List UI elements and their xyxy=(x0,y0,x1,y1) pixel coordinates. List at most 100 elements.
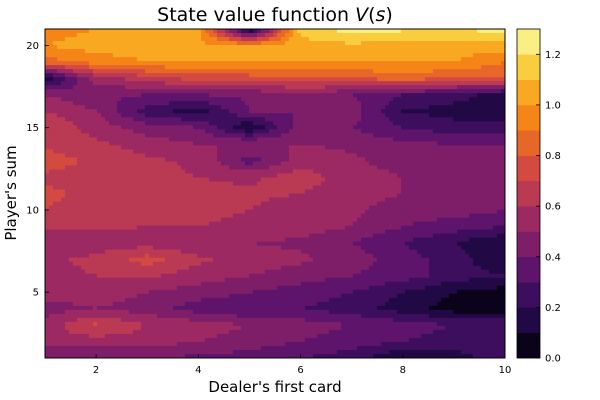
contour-cell xyxy=(457,85,462,90)
contour-cell xyxy=(389,173,394,179)
contour-cell xyxy=(393,181,398,187)
contour-cell xyxy=(249,65,254,70)
contour-cell xyxy=(149,37,154,42)
contour-cell xyxy=(277,149,282,154)
contour-cell xyxy=(381,113,386,118)
contour-cell xyxy=(385,193,390,199)
contour-cell xyxy=(317,45,322,50)
contour-cell xyxy=(49,129,54,134)
contour-cell xyxy=(337,37,342,42)
contour-cell xyxy=(353,169,358,175)
contour-cell xyxy=(265,133,270,138)
contour-cell xyxy=(261,177,266,183)
contour-cell xyxy=(305,129,310,134)
contour-cell xyxy=(441,149,446,154)
contour-cell xyxy=(309,177,314,183)
contour-cell xyxy=(297,169,302,175)
contour-cell xyxy=(137,69,142,74)
contour-cell xyxy=(501,81,505,86)
contour-cell xyxy=(441,97,446,102)
contour-cell xyxy=(485,73,490,78)
contour-cell xyxy=(293,53,298,58)
contour-cell xyxy=(389,73,394,78)
contour-cell xyxy=(289,169,294,175)
contour-cell xyxy=(445,197,450,203)
contour-cell xyxy=(301,141,306,146)
contour-cell xyxy=(413,93,418,98)
contour-cell xyxy=(97,113,102,118)
contour-cell xyxy=(233,53,238,58)
contour-cell xyxy=(325,197,330,203)
contour-cell xyxy=(221,49,226,54)
contour-cell xyxy=(413,81,418,86)
contour-cell xyxy=(117,173,122,179)
contour-cell xyxy=(405,141,410,146)
contour-cell xyxy=(281,129,286,134)
contour-cell xyxy=(229,73,234,78)
contour-cell xyxy=(161,101,166,106)
contour-cell xyxy=(241,129,246,134)
contour-cell xyxy=(117,93,122,98)
contour-cell xyxy=(329,37,334,42)
contour-cell xyxy=(289,157,294,162)
contour-cell xyxy=(201,29,206,34)
contour-cell xyxy=(121,117,126,122)
contour-cell xyxy=(377,33,382,38)
contour-cell xyxy=(493,69,498,74)
contour-cell xyxy=(461,125,466,130)
contour-cell xyxy=(425,197,430,203)
contour-cell xyxy=(261,153,266,158)
contour-cell xyxy=(265,169,270,175)
contour-cell xyxy=(417,185,422,191)
contour-cell xyxy=(433,189,438,195)
contour-cell xyxy=(113,89,118,94)
contour-cell xyxy=(461,85,466,90)
contour-cell xyxy=(345,41,350,46)
contour-cell xyxy=(77,173,82,179)
contour-cell xyxy=(373,157,378,162)
contour-cell xyxy=(285,89,290,94)
contour-cell xyxy=(489,33,494,38)
contour-cell xyxy=(445,137,450,142)
contour-cell xyxy=(157,121,162,126)
contour-cell xyxy=(277,69,282,74)
contour-cell xyxy=(301,117,306,122)
contour-cell xyxy=(465,41,470,46)
contour-cell xyxy=(293,101,298,106)
contour-cell xyxy=(373,173,378,179)
contour-cell xyxy=(201,177,206,183)
contour-cell xyxy=(349,145,354,150)
contour-cell xyxy=(461,165,466,171)
contour-cell xyxy=(433,29,438,34)
contour-cell xyxy=(193,125,198,130)
contour-cell xyxy=(53,113,58,118)
contour-cell xyxy=(273,169,278,175)
contour-cell xyxy=(473,181,478,187)
contour-cell xyxy=(141,77,146,82)
contour-cell xyxy=(233,33,238,38)
contour-cell xyxy=(333,117,338,122)
contour-cell xyxy=(193,145,198,150)
contour-cell xyxy=(433,169,438,175)
contour-cell xyxy=(105,185,110,191)
contour-cell xyxy=(333,125,338,130)
contour-cell xyxy=(73,117,78,122)
contour-cell xyxy=(381,181,386,187)
contour-cell xyxy=(77,157,82,162)
contour-cell xyxy=(409,49,414,54)
contour-cell xyxy=(485,61,490,66)
contour-cell xyxy=(369,101,374,106)
contour-cell xyxy=(225,165,230,171)
contour-cell xyxy=(177,29,182,34)
contour-cell xyxy=(57,157,62,162)
contour-cell xyxy=(297,161,302,167)
contour-cell xyxy=(341,33,346,38)
contour-cell xyxy=(377,77,382,82)
contour-cell xyxy=(441,105,446,110)
contour-cell xyxy=(201,133,206,138)
contour-cell xyxy=(173,161,178,167)
contour-cell xyxy=(457,105,462,110)
contour-cell xyxy=(209,137,214,142)
contour-cell xyxy=(197,57,202,62)
contour-cell xyxy=(113,197,118,203)
